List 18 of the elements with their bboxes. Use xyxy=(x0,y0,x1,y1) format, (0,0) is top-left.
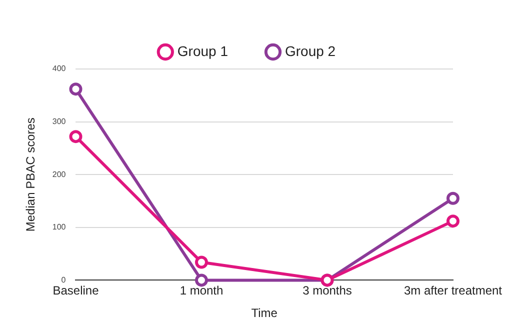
y-axis-title: Median PBAC scores xyxy=(24,118,38,232)
y-tick-label: 400 xyxy=(52,64,66,74)
point xyxy=(446,214,460,228)
x-tick-label: Baseline xyxy=(52,284,100,298)
point xyxy=(194,256,208,269)
point xyxy=(69,130,82,144)
point xyxy=(69,82,82,96)
legend-label: Group 2 xyxy=(285,42,336,59)
x-tick-label: 3m after treatment xyxy=(404,284,503,298)
x-tick-label: 1 month xyxy=(180,284,224,298)
y-tick-label: 0 xyxy=(61,275,66,284)
point xyxy=(446,192,460,205)
x-tick-label: 3 months xyxy=(302,284,352,298)
legend-label: Group 1 xyxy=(177,42,228,59)
x-axis-title: Time xyxy=(251,306,278,320)
y-tick-label: 100 xyxy=(52,222,66,232)
y-tick-label: 300 xyxy=(52,117,66,126)
y-tick-label: 200 xyxy=(52,170,66,179)
